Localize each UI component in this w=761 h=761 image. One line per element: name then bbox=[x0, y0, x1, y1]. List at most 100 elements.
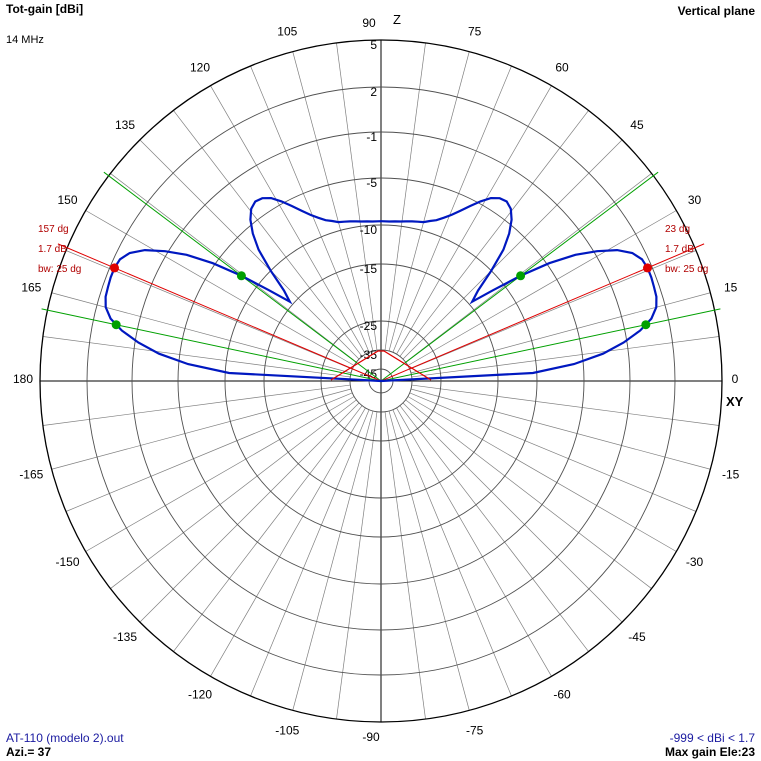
grid-spoke bbox=[173, 110, 363, 357]
grid-spoke bbox=[210, 407, 366, 677]
angle-label: -90 bbox=[362, 730, 380, 744]
left-max-angle-label: 157 dg bbox=[38, 224, 69, 235]
angle-label: 105 bbox=[277, 24, 297, 38]
z-axis-label: Z bbox=[393, 12, 401, 27]
grid-spoke bbox=[42, 384, 351, 426]
grid-spoke bbox=[396, 407, 552, 677]
grid-spoke bbox=[85, 210, 355, 366]
angle-label: -105 bbox=[275, 724, 299, 738]
grid-ring bbox=[349, 349, 413, 413]
grid-ring bbox=[263, 263, 499, 499]
grid-spoke bbox=[336, 42, 378, 351]
beamwidth-marker bbox=[516, 271, 526, 281]
grid-spoke bbox=[402, 402, 623, 623]
grid-ring bbox=[177, 177, 585, 585]
grid-spoke bbox=[384, 42, 426, 351]
grid-spoke bbox=[399, 405, 589, 652]
azimuth-label: Azi.= 37 bbox=[6, 745, 52, 759]
angle-label: 75 bbox=[468, 24, 482, 38]
max-gain-marker bbox=[110, 263, 120, 273]
beamwidth-line bbox=[41, 308, 382, 382]
frequency-label: 14 MHz bbox=[6, 34, 44, 46]
beamwidth-marker bbox=[111, 320, 121, 330]
angle-label: 0 bbox=[732, 372, 739, 386]
angle-label: 180 bbox=[13, 372, 33, 386]
grid-spoke bbox=[292, 410, 374, 711]
ring-label: 2 bbox=[370, 85, 377, 99]
grid-spoke bbox=[110, 173, 357, 363]
grid-spoke bbox=[409, 392, 697, 512]
grid-spoke bbox=[250, 409, 370, 697]
angle-label: 120 bbox=[190, 60, 210, 74]
grid-spoke bbox=[411, 384, 720, 426]
grid-spoke bbox=[110, 399, 357, 589]
angle-label: 165 bbox=[21, 280, 41, 294]
angle-label: -135 bbox=[113, 630, 137, 644]
grid-spoke bbox=[405, 173, 652, 363]
grid-spoke bbox=[65, 392, 353, 512]
grid-spoke bbox=[51, 388, 352, 470]
grid-spoke bbox=[139, 139, 360, 360]
angle-label: -30 bbox=[686, 555, 704, 569]
ring-label: -15 bbox=[360, 262, 378, 276]
grid-spoke bbox=[388, 410, 470, 711]
grid-ring bbox=[320, 320, 442, 442]
ring-label: -35 bbox=[360, 348, 378, 362]
grid-spoke bbox=[396, 85, 552, 355]
angle-label: -45 bbox=[628, 630, 646, 644]
grid-spoke bbox=[384, 411, 426, 720]
grid-spoke bbox=[210, 85, 366, 355]
grid-spoke bbox=[392, 409, 512, 697]
file-label: AT-110 (modelo 2).out bbox=[6, 731, 124, 745]
beamwidth-line bbox=[380, 308, 721, 382]
plot-title: Tot-gain [dBi] bbox=[6, 2, 84, 16]
max-gain-marker bbox=[642, 263, 652, 273]
gain-range-label: -999 < dBi < 1.7 bbox=[669, 731, 755, 745]
radiation-pattern bbox=[104, 196, 658, 383]
angle-label: 90 bbox=[362, 16, 376, 30]
grid-spoke bbox=[292, 51, 374, 352]
grid-spoke bbox=[51, 292, 352, 374]
ring-label: -5 bbox=[366, 176, 377, 190]
grid-ring bbox=[224, 224, 538, 538]
angle-label: 45 bbox=[630, 118, 644, 132]
angle-label: -165 bbox=[19, 468, 43, 482]
beamwidth-marker bbox=[236, 271, 246, 281]
grid-spoke bbox=[410, 388, 711, 470]
grid-spoke bbox=[399, 110, 589, 357]
grid-spoke bbox=[402, 139, 623, 360]
right-max-gain-label: 1.7 dB bbox=[665, 244, 694, 255]
grid-spoke bbox=[139, 402, 360, 623]
angle-label: -120 bbox=[188, 688, 212, 702]
angle-label: -60 bbox=[553, 688, 571, 702]
beamwidth-marker bbox=[641, 320, 651, 330]
grid-ring bbox=[39, 39, 723, 723]
grid-ring bbox=[86, 86, 676, 676]
ring-label: 5 bbox=[370, 38, 377, 52]
grid-spoke bbox=[407, 396, 677, 552]
angle-label: 15 bbox=[724, 280, 738, 294]
grid-spoke bbox=[85, 396, 355, 552]
grid-spoke bbox=[173, 405, 363, 652]
angle-label: 60 bbox=[555, 60, 569, 74]
ring-label: -1 bbox=[366, 130, 377, 144]
inner-lobe bbox=[330, 350, 432, 381]
grid-ring bbox=[131, 131, 631, 631]
grid-spoke bbox=[250, 65, 370, 353]
ring-label: -10 bbox=[360, 223, 378, 237]
xy-axis-label: XY bbox=[726, 394, 744, 409]
ring-label: -45 bbox=[360, 367, 378, 381]
angle-label: 135 bbox=[115, 118, 135, 132]
angle-label: -15 bbox=[722, 468, 740, 482]
plane-label: Vertical plane bbox=[677, 4, 755, 18]
grid-spoke bbox=[405, 399, 652, 589]
grid-spoke bbox=[336, 411, 378, 720]
grid-spoke bbox=[392, 65, 512, 353]
right-max-angle-label: 23 dg bbox=[665, 224, 690, 235]
max-gain-label: Max gain Ele:23 bbox=[664, 745, 755, 759]
ring-label: -25 bbox=[360, 319, 378, 333]
grid-spoke bbox=[388, 51, 470, 352]
grid-spoke bbox=[42, 336, 351, 378]
right-beamwidth-label: bw: 25 dg bbox=[665, 264, 708, 275]
